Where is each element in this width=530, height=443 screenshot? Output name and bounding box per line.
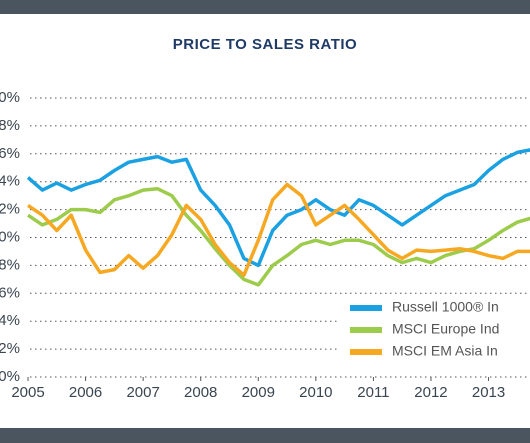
y-tick-label: 0.0% <box>0 368 20 385</box>
y-tick-label: 2.0% <box>0 89 20 106</box>
x-tick-label: 2011 <box>357 384 389 401</box>
legend-label: MSCI EM Asia In <box>392 343 498 359</box>
x-tick-label: 2012 <box>414 384 447 401</box>
y-tick-label: 1.0% <box>0 228 20 245</box>
x-tick-label: 2013 <box>472 384 505 401</box>
chart-title: PRICE TO SALES RATIO <box>173 36 357 53</box>
x-tick-label: 2009 <box>242 384 275 401</box>
y-tick-label: 1.4% <box>0 173 20 190</box>
legend-label: Russell 1000® In <box>392 299 499 315</box>
legend-label: MSCI Europe Ind <box>392 321 499 337</box>
bottom-band <box>0 428 530 443</box>
y-tick-label: 1.6% <box>0 145 20 162</box>
y-tick-label: 0.8% <box>0 256 20 273</box>
series-line <box>27 182 530 277</box>
y-tick-label: 0.4% <box>0 312 20 329</box>
x-tick-label: 2006 <box>69 384 102 401</box>
x-tick-label: 2005 <box>11 384 44 401</box>
y-tick-label: 1.8% <box>0 117 20 134</box>
x-tick-label: 2007 <box>126 384 159 401</box>
series-line <box>26 148 530 268</box>
series-line <box>27 186 530 287</box>
y-tick-label: 1.2% <box>0 201 20 218</box>
y-tick-label: 0.2% <box>0 340 20 357</box>
x-tick-label: 2010 <box>299 384 332 401</box>
top-band <box>0 0 530 14</box>
x-tick-label: 2008 <box>184 384 217 401</box>
y-tick-label: 0.6% <box>0 284 20 301</box>
